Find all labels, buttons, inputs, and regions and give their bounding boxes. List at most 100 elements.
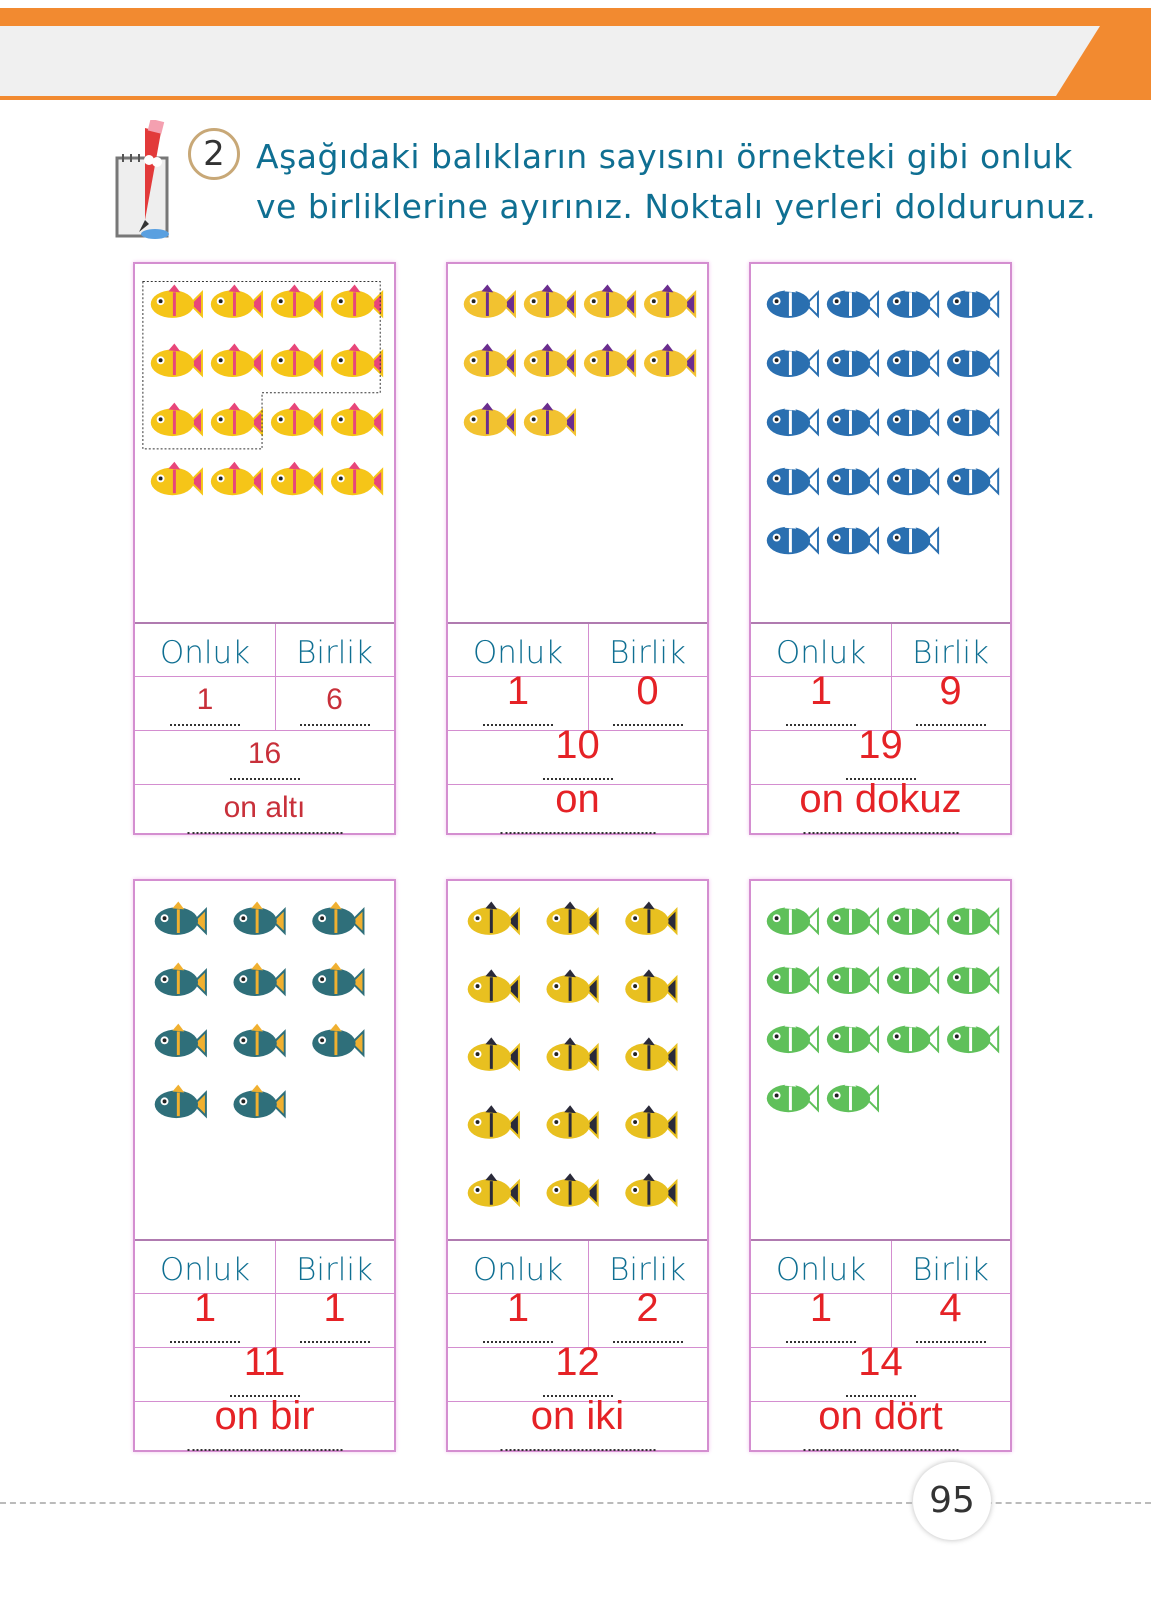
fish-icon: [886, 402, 940, 437]
fish-icon: [826, 1078, 880, 1113]
place-value-table: Onluk Birlik 1 0 10 on: [448, 622, 707, 838]
ones-field[interactable]: 1: [275, 1286, 394, 1347]
tens-field[interactable]: 1: [751, 669, 892, 730]
tens-answer: 1: [193, 1286, 217, 1330]
tens-answer: 1: [196, 683, 214, 716]
fish-icon: [766, 901, 819, 936]
ones-answer: 1: [323, 1286, 346, 1330]
number-field[interactable]: 12: [448, 1340, 707, 1401]
words-field[interactable]: on dokuz: [751, 777, 1010, 838]
fish-icon: [154, 1023, 207, 1058]
fish-icon: [150, 461, 203, 496]
fish-picture-area: [766, 901, 1000, 1113]
fish-icon: [463, 284, 516, 319]
fish-card: Onluk Birlik 1 1 11 on bir: [133, 879, 396, 1452]
number-field[interactable]: 16: [135, 730, 394, 784]
fish-icon: [312, 1023, 365, 1058]
instruction-text: Aşağıdaki balıkların sayısını örnekteki …: [256, 132, 1096, 232]
fish-icon: [886, 343, 940, 378]
fish-icon: [330, 402, 384, 437]
ones-answer: 4: [939, 1286, 962, 1330]
ones-answer: 0: [636, 669, 659, 713]
place-value-table: Onluk Birlik 1 6 16 on altı: [135, 622, 394, 838]
fish-card: Onluk Birlik 1 4 14 on dört: [749, 879, 1012, 1452]
words-answer: on dokuz: [799, 777, 962, 821]
fish-icon: [270, 343, 324, 378]
tens-answer: 1: [506, 669, 530, 713]
page-divider: [0, 1502, 1151, 1504]
fish-icon: [886, 960, 940, 995]
fish-icon: [946, 284, 1000, 319]
number-answer: 14: [858, 1340, 903, 1384]
fish-icon: [766, 461, 819, 496]
ones-field[interactable]: 9: [891, 669, 1010, 730]
fish-icon: [583, 343, 637, 378]
fish-icon: [233, 962, 286, 997]
fish-icon: [154, 1084, 207, 1119]
fish-icon: [467, 969, 520, 1004]
fish-icon: [826, 402, 880, 437]
ones-field[interactable]: 4: [891, 1286, 1010, 1347]
tens-field[interactable]: 1: [448, 669, 589, 730]
tens-header: Onluk: [135, 624, 276, 676]
fish-picture-area: [142, 281, 384, 496]
fish-icon: [643, 343, 697, 378]
fish-icon: [330, 343, 384, 378]
fish-icon: [467, 901, 520, 936]
instruction-line-1: Aşağıdaki balıkların sayısını örnekteki …: [256, 137, 1073, 176]
words-field[interactable]: on bir: [135, 1394, 394, 1455]
fish-icon: [946, 402, 1000, 437]
fish-icon: [312, 962, 365, 997]
fish-icon: [766, 960, 819, 995]
fish-picture-area: [766, 284, 1000, 555]
fish-icon: [523, 343, 577, 378]
tens-field[interactable]: 1: [135, 677, 276, 730]
tens-field[interactable]: 1: [751, 1286, 892, 1347]
fish-icon: [210, 284, 264, 319]
fish-card: Onluk Birlik 1 9 19 on dokuz: [749, 262, 1012, 835]
words-field[interactable]: on iki: [448, 1394, 707, 1455]
words-answer: on: [555, 777, 600, 821]
fish-icon: [826, 343, 880, 378]
fish-icon: [546, 901, 599, 936]
number-field[interactable]: 14: [751, 1340, 1010, 1401]
tens-answer: 1: [506, 1286, 530, 1330]
fish-picture-area: [463, 284, 697, 437]
place-value-table: Onluk Birlik 1 1 11 on bir: [135, 1239, 394, 1455]
tens-field[interactable]: 1: [448, 1286, 589, 1347]
fish-icon: [625, 1105, 678, 1140]
words-answer: on altı: [223, 791, 306, 824]
ones-field[interactable]: 0: [588, 669, 707, 730]
fish-icon: [312, 901, 365, 936]
place-value-table: Onluk Birlik 1 4 14 on dört: [751, 1239, 1010, 1455]
words-field[interactable]: on dört: [751, 1394, 1010, 1455]
ones-field[interactable]: 6: [275, 677, 394, 730]
number-field[interactable]: 19: [751, 723, 1010, 784]
place-value-table: Onluk Birlik 1 2 12 on iki: [448, 1239, 707, 1455]
number-field[interactable]: 11: [135, 1340, 394, 1401]
ones-answer: 6: [326, 683, 343, 716]
fish-icon: [766, 284, 819, 319]
fish-icon: [625, 1037, 678, 1072]
fish-icon: [233, 901, 286, 936]
header-title-area: [0, 26, 1100, 96]
number-answer: 12: [555, 1340, 600, 1384]
number-field[interactable]: 10: [448, 723, 707, 784]
fish-icon: [233, 1084, 286, 1119]
number-answer: 10: [555, 723, 600, 767]
pencil-mascot-icon: [115, 120, 169, 239]
fish-icon: [523, 402, 577, 437]
ones-field[interactable]: 2: [588, 1286, 707, 1347]
fish-icon: [886, 284, 940, 319]
tens-field[interactable]: 1: [135, 1286, 276, 1347]
fish-icon: [270, 284, 324, 319]
words-field[interactable]: on altı: [135, 784, 394, 838]
words-field[interactable]: on: [448, 777, 707, 838]
fish-icon: [210, 343, 264, 378]
fish-icon: [546, 1037, 599, 1072]
fish-icon: [886, 520, 940, 555]
fish-icon: [463, 343, 516, 378]
tens-header: Onluk: [135, 1241, 276, 1293]
fish-icon: [233, 1023, 286, 1058]
fish-card: Onluk Birlik 1 2 12 on iki: [446, 879, 709, 1452]
